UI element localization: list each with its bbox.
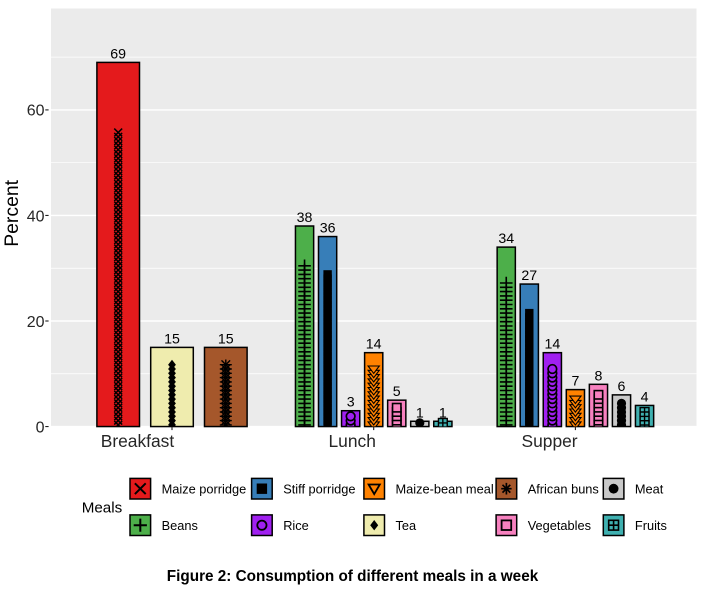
svg-text:40: 40 xyxy=(27,208,45,225)
svg-text:6: 6 xyxy=(618,379,626,395)
svg-text:Maize-bean meal: Maize-bean meal xyxy=(396,481,494,496)
svg-text:Meals: Meals xyxy=(82,500,123,517)
svg-text:Fruits: Fruits xyxy=(635,518,667,533)
svg-text:Tea: Tea xyxy=(396,518,418,533)
svg-text:4: 4 xyxy=(641,389,649,405)
svg-text:14: 14 xyxy=(366,337,382,353)
svg-text:36: 36 xyxy=(320,221,336,237)
svg-text:Lunch: Lunch xyxy=(329,431,376,451)
svg-text:38: 38 xyxy=(297,210,313,226)
svg-text:Meat: Meat xyxy=(635,481,664,496)
svg-text:15: 15 xyxy=(218,331,234,347)
svg-text:5: 5 xyxy=(393,384,401,400)
svg-text:20: 20 xyxy=(27,314,45,331)
svg-text:15: 15 xyxy=(164,331,180,347)
svg-text:Figure 2: Consumption of diffe: Figure 2: Consumption of different meals… xyxy=(167,568,539,585)
svg-text:27: 27 xyxy=(521,268,537,284)
svg-text:1: 1 xyxy=(416,405,424,421)
svg-text:60: 60 xyxy=(27,103,45,120)
svg-text:Beans: Beans xyxy=(162,518,198,533)
svg-text:Supper: Supper xyxy=(522,431,578,451)
svg-text:Stiff porridge: Stiff porridge xyxy=(283,481,355,496)
svg-text:69: 69 xyxy=(110,46,126,62)
svg-text:8: 8 xyxy=(595,368,603,384)
svg-text:African buns: African buns xyxy=(528,481,599,496)
svg-text:7: 7 xyxy=(571,374,579,390)
svg-text:Breakfast: Breakfast xyxy=(101,431,175,451)
svg-text:Rice: Rice xyxy=(283,518,309,533)
svg-text:1: 1 xyxy=(439,405,447,421)
svg-text:Vegetables: Vegetables xyxy=(528,518,591,533)
svg-text:3: 3 xyxy=(347,395,355,411)
svg-text:14: 14 xyxy=(544,337,560,353)
svg-text:Percent: Percent xyxy=(1,179,23,246)
svg-text:34: 34 xyxy=(498,231,514,247)
svg-text:Maize porridge: Maize porridge xyxy=(162,481,247,496)
svg-text:0: 0 xyxy=(36,419,45,436)
